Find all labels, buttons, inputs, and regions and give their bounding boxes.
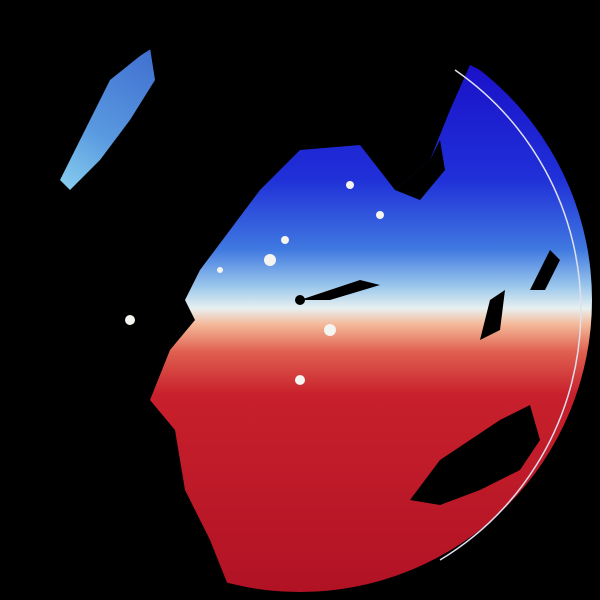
gap: [395, 140, 445, 200]
gap: [300, 280, 380, 300]
clutter: [125, 181, 384, 385]
gap: [410, 405, 540, 505]
gap: [530, 250, 560, 290]
range-edge: [439, 69, 582, 561]
echo-region: [60, 48, 592, 592]
radar-center: [295, 295, 305, 305]
gap: [480, 290, 505, 340]
velocity-streak: [60, 48, 155, 190]
